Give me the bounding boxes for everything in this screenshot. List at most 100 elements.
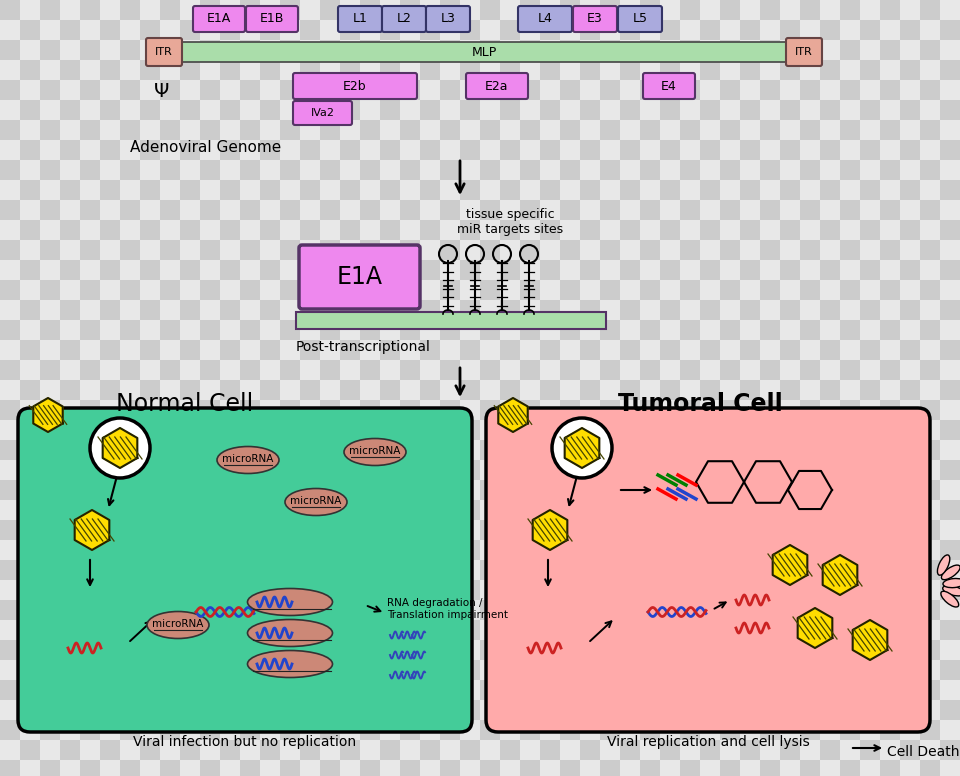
Bar [900, 680, 920, 700]
Bar [60, 40, 80, 60]
Bar [320, 640, 340, 660]
Bar [780, 200, 800, 220]
Text: E1A: E1A [337, 265, 383, 289]
Bar [320, 680, 340, 700]
Bar [740, 160, 760, 180]
Text: Viral infection but no replication: Viral infection but no replication [133, 735, 356, 749]
Bar [80, 340, 100, 360]
Bar [100, 660, 120, 680]
Bar [280, 680, 300, 700]
Bar [500, 740, 520, 760]
Bar [320, 80, 340, 100]
Bar [340, 460, 360, 480]
Bar [780, 220, 800, 240]
Bar [500, 480, 520, 500]
Bar [240, 720, 260, 740]
Text: RNA degradation /
Translation impairment: RNA degradation / Translation impairment [387, 598, 508, 619]
Bar [660, 580, 680, 600]
Bar [120, 620, 140, 640]
Bar [660, 100, 680, 120]
Bar [140, 140, 160, 160]
Bar [700, 700, 720, 720]
Bar [600, 60, 620, 80]
Bar [260, 300, 280, 320]
Bar [700, 760, 720, 776]
Bar [680, 240, 700, 260]
FancyBboxPatch shape [176, 42, 792, 62]
Bar [940, 160, 960, 180]
Bar [440, 600, 460, 620]
Bar [440, 100, 460, 120]
Bar [500, 560, 520, 580]
Bar [920, 20, 940, 40]
Bar [760, 760, 780, 776]
Bar [840, 80, 860, 100]
Bar [860, 700, 880, 720]
Bar [260, 560, 280, 580]
Bar [460, 480, 480, 500]
Bar [560, 700, 580, 720]
Bar [460, 180, 480, 200]
Bar [560, 260, 580, 280]
Bar [520, 300, 540, 320]
Bar [380, 220, 400, 240]
Bar [200, 560, 220, 580]
Bar [840, 0, 860, 20]
Bar [80, 100, 100, 120]
Bar [200, 700, 220, 720]
Bar [100, 420, 120, 440]
Bar [180, 40, 200, 60]
Bar [480, 160, 500, 180]
Bar [460, 560, 480, 580]
Bar [0, 760, 20, 776]
Bar [920, 60, 940, 80]
Bar [360, 500, 380, 520]
Bar [560, 20, 580, 40]
Bar [420, 220, 440, 240]
Bar [280, 540, 300, 560]
Bar [320, 240, 340, 260]
Bar [280, 400, 300, 420]
Bar [100, 260, 120, 280]
Bar [360, 660, 380, 680]
Bar [160, 400, 180, 420]
Bar [260, 500, 280, 520]
Bar [640, 280, 660, 300]
Bar [800, 0, 820, 20]
Bar [540, 60, 560, 80]
Bar [40, 40, 60, 60]
Bar [440, 120, 460, 140]
Bar [40, 640, 60, 660]
Bar [220, 560, 240, 580]
Bar [400, 260, 420, 280]
Bar [260, 640, 280, 660]
Bar [760, 400, 780, 420]
Bar [620, 620, 640, 640]
Bar [800, 640, 820, 660]
Bar [340, 500, 360, 520]
Bar [740, 740, 760, 760]
Bar [320, 480, 340, 500]
Bar [540, 100, 560, 120]
Bar [420, 540, 440, 560]
Bar [60, 140, 80, 160]
Bar [80, 360, 100, 380]
Bar [660, 220, 680, 240]
Bar [820, 160, 840, 180]
Bar [220, 100, 240, 120]
Bar [720, 100, 740, 120]
Bar [700, 720, 720, 740]
Bar [80, 400, 100, 420]
Bar [460, 260, 480, 280]
Bar [200, 60, 220, 80]
Bar [340, 720, 360, 740]
Bar [940, 700, 960, 720]
Bar [220, 260, 240, 280]
Bar [40, 740, 60, 760]
Bar [80, 640, 100, 660]
Bar [460, 640, 480, 660]
Bar [940, 400, 960, 420]
Bar [660, 80, 680, 100]
Bar [820, 720, 840, 740]
Bar [700, 340, 720, 360]
